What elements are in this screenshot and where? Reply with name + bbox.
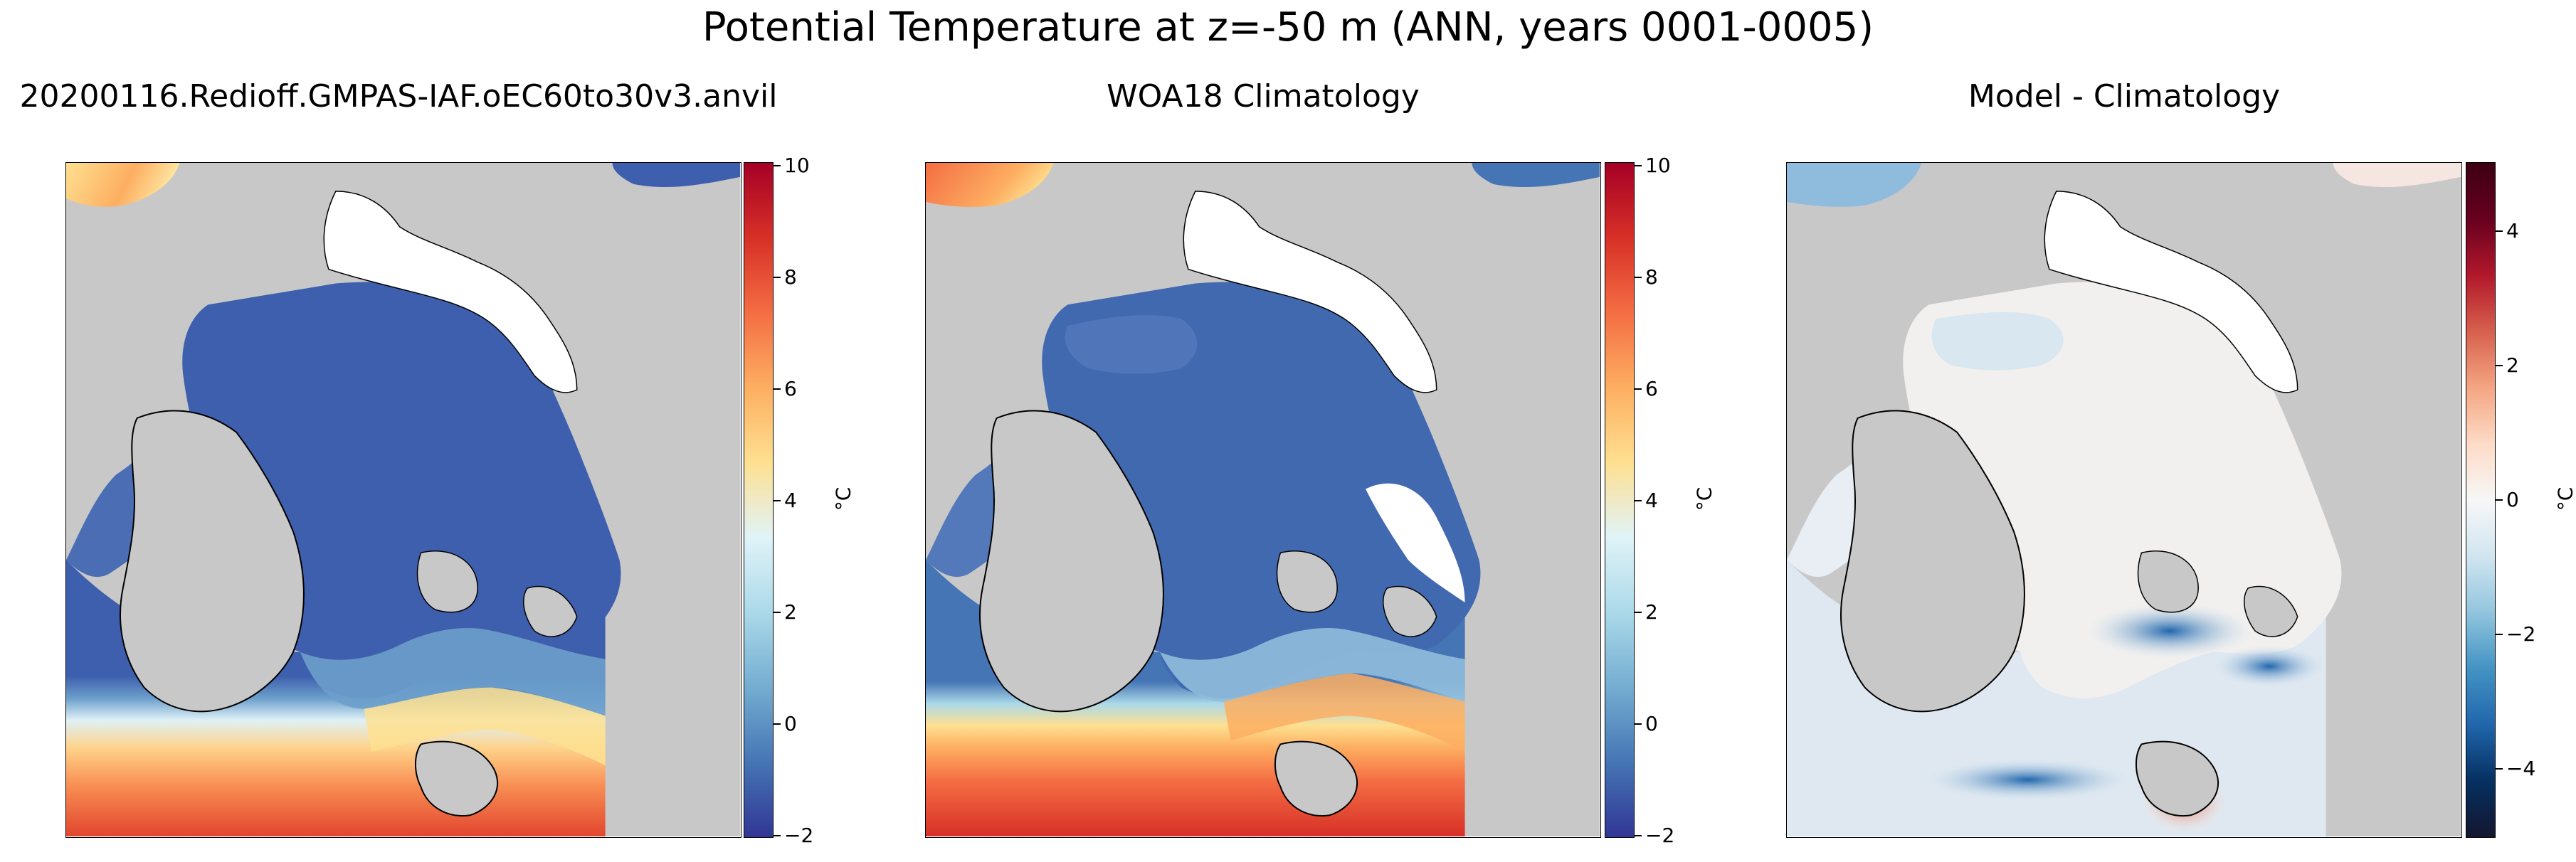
cbar-tick: 0 (784, 712, 797, 735)
island-landmass (1274, 740, 1358, 816)
no-data-region (323, 191, 578, 393)
model-colorbar-label: °C (831, 486, 855, 511)
cbar-tick: −4 (2506, 757, 2536, 780)
panel-title-model: 20200116.Redioff.GMPAS-IAF.oEC60to30v3.a… (19, 78, 778, 115)
transition-band (1159, 628, 1465, 702)
greenland-landmass (979, 410, 1164, 713)
panel-title-difference: Model - Climatology (1968, 78, 2281, 115)
no-data-region (2044, 191, 2298, 393)
difference-map-canvas (1787, 163, 2461, 836)
cbar-tick: 4 (784, 489, 797, 512)
svalbard-landmass (1276, 550, 1338, 613)
climatology-map (925, 162, 1601, 838)
cbar-tick: −2 (1645, 824, 1675, 847)
franz-josef-landmass (523, 585, 578, 637)
franz-josef-landmass (1383, 585, 1437, 637)
cbar-tick: 8 (1645, 265, 1658, 289)
nw-warm-patch (66, 163, 180, 207)
cbar-tick: 2 (784, 600, 797, 624)
panel-title-climatology: WOA18 Climatology (1107, 78, 1420, 115)
atlantic-inflow (364, 687, 606, 766)
transition-band (300, 628, 606, 716)
model-colorbar (744, 162, 774, 838)
cbar-tick: 0 (2506, 488, 2519, 511)
cbar-tick: 10 (1645, 154, 1671, 177)
cbar-tick: 8 (784, 265, 797, 289)
difference-colorbar (2466, 162, 2496, 838)
ne-cold-patch (612, 163, 740, 188)
kara-cool-anomaly (2212, 644, 2326, 688)
difference-map (1786, 162, 2462, 838)
cbar-tick: 6 (1645, 377, 1658, 400)
model-map-canvas (66, 163, 740, 836)
ne-patch (2333, 163, 2461, 188)
cbar-tick: 4 (1645, 489, 1658, 512)
beaufort-gyre (1065, 315, 1198, 374)
barents-cool-anomaly (2084, 602, 2255, 659)
cbar-tick: −2 (784, 824, 814, 847)
greenland-landmass (120, 410, 305, 713)
nw-cool-patch (1787, 163, 1922, 207)
nw-warm-patch (926, 163, 1054, 207)
model-map (65, 162, 741, 838)
greenland-landmass (1840, 410, 2025, 713)
ne-cold-patch (1472, 163, 1600, 188)
svalbard-landmass (416, 550, 478, 613)
atlantic-inflow (1223, 673, 1465, 752)
cbar-tick: 2 (2506, 353, 2519, 377)
no-data-region-east (1366, 483, 1465, 603)
cbar-tick: 6 (784, 377, 797, 400)
cbar-tick: −2 (2506, 622, 2536, 646)
no-data-region (1183, 191, 1437, 393)
cbar-tick: 4 (2506, 219, 2519, 243)
beaufort-cool-anomaly (1931, 312, 2064, 371)
franz-josef-landmass (2244, 585, 2298, 637)
cbar-tick: 0 (1645, 712, 1658, 735)
climatology-colorbar-label: °C (1692, 486, 1716, 511)
svalbard-landmass (2137, 550, 2199, 613)
island-landmass (2136, 740, 2219, 816)
difference-colorbar-label: °C (2553, 486, 2576, 511)
cbar-tick: 10 (784, 154, 810, 177)
climatology-map-canvas (926, 163, 1600, 836)
climatology-colorbar (1605, 162, 1635, 838)
norwegian-cool-anomaly (1921, 758, 2135, 802)
figure-title: Potential Temperature at z=-50 m (ANN, y… (702, 4, 1874, 50)
island-landmass (415, 740, 499, 816)
cbar-tick: 2 (1645, 600, 1658, 624)
